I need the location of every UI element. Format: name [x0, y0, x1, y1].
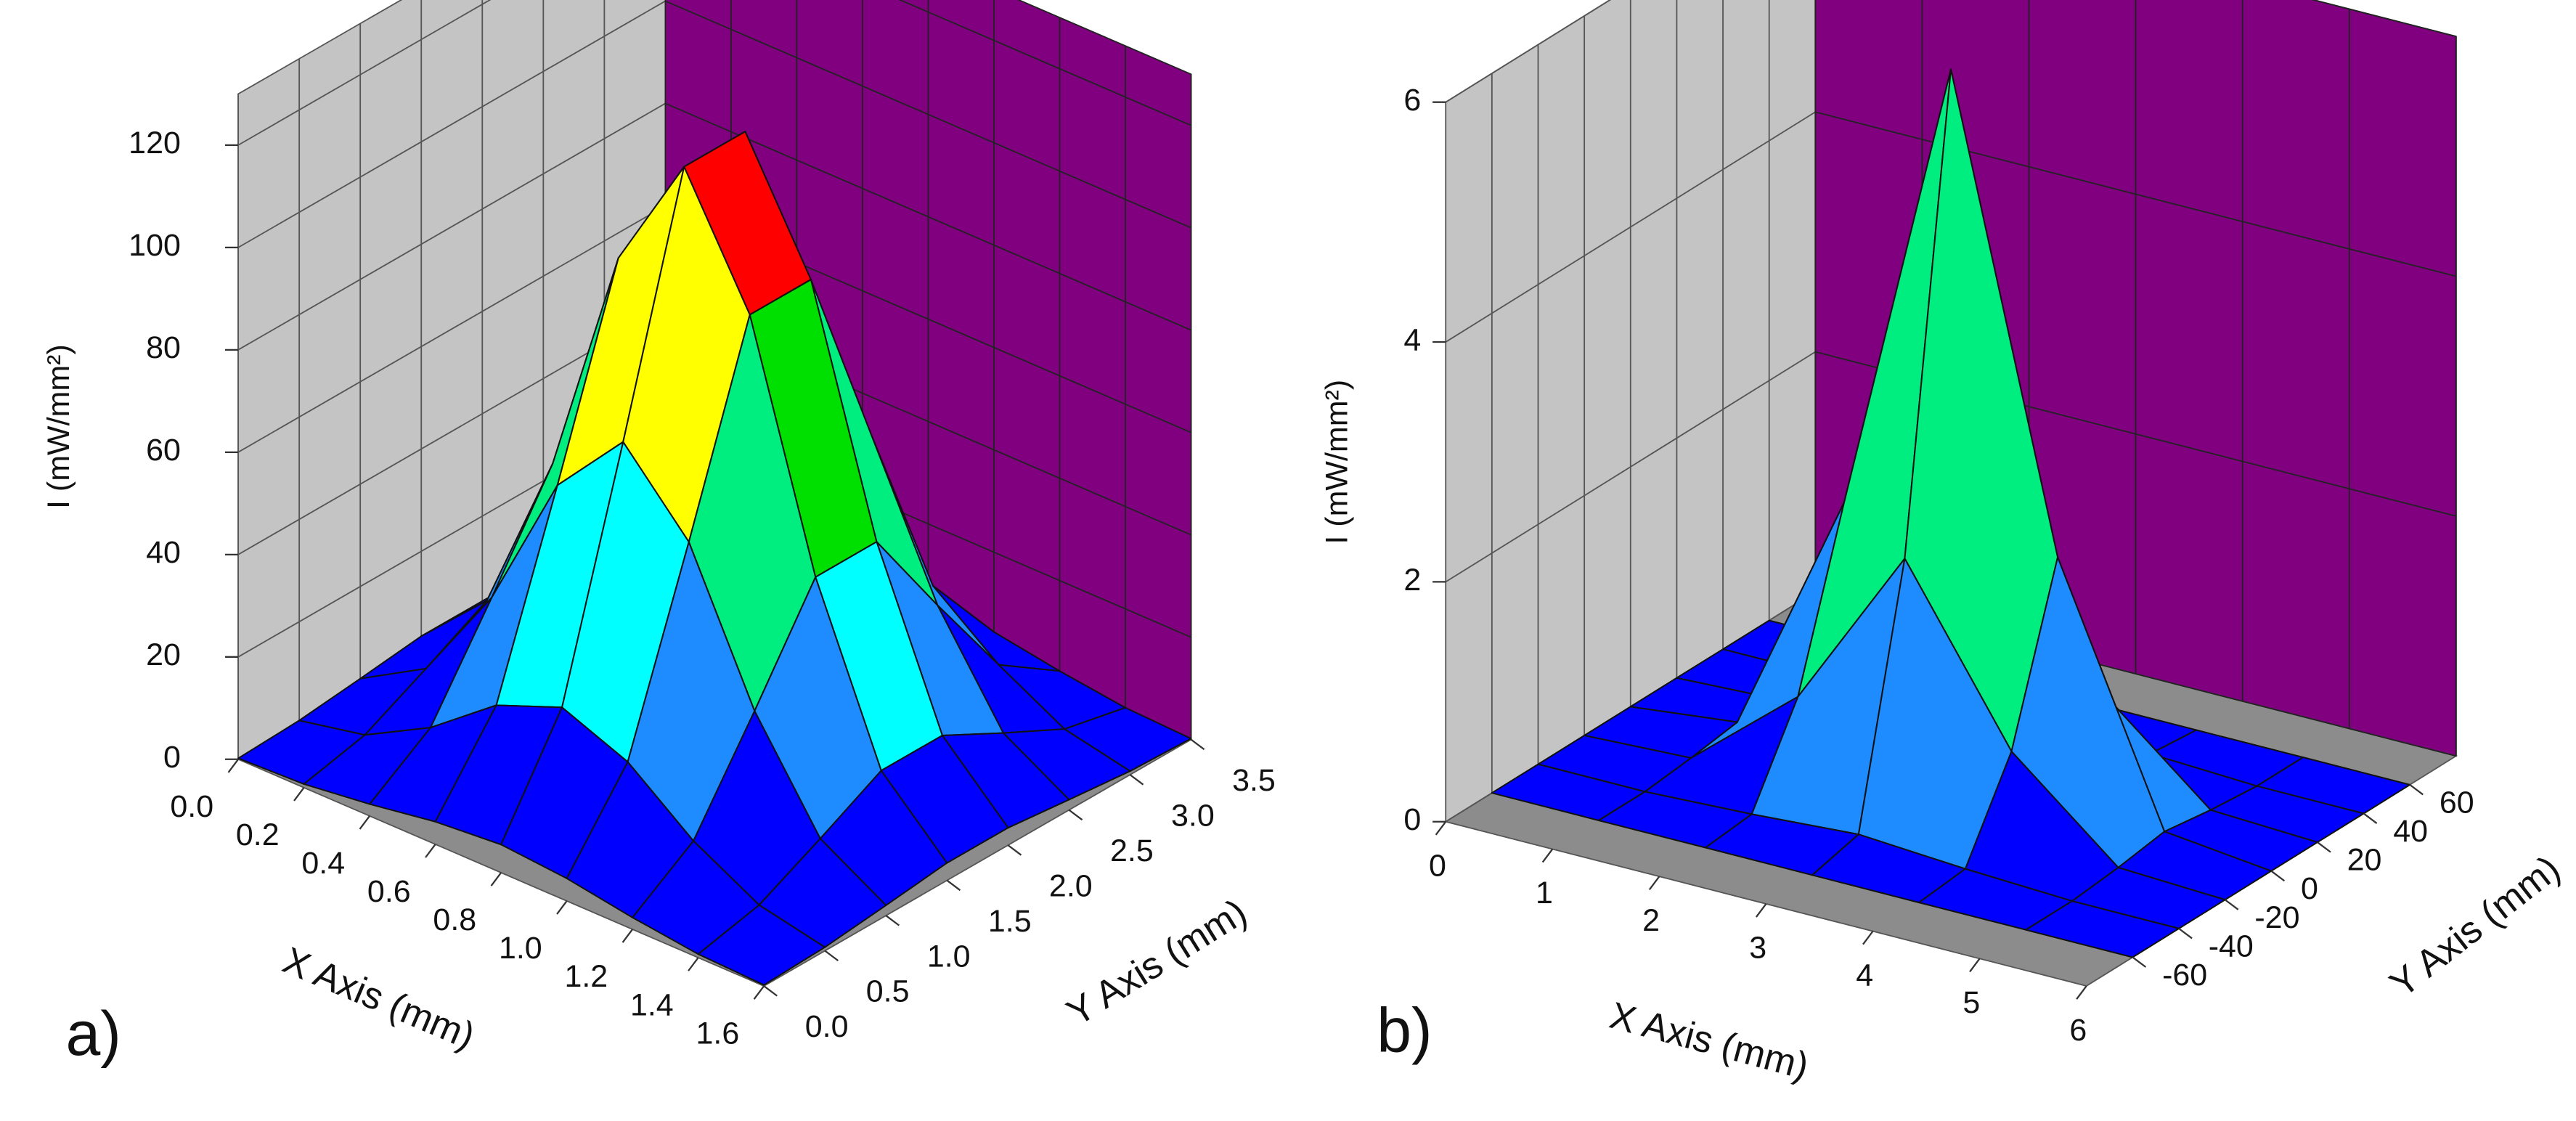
x-tick-label: 1.4: [630, 987, 674, 1022]
y-tick-label: 3.0: [1171, 798, 1215, 833]
grid-line: [237, 0, 492, 146]
y-tick-label: 2.5: [1110, 833, 1154, 868]
y-tick: [1068, 809, 1083, 821]
z-tick-label: 0: [1403, 802, 1421, 837]
x-tick-label: 0.4: [301, 846, 345, 881]
y-tick-label: 2.0: [1049, 868, 1093, 903]
x-tick: [556, 900, 568, 915]
z-tick-label: 4: [1403, 322, 1421, 357]
y-tick: [2409, 783, 2424, 796]
y-tick: [885, 915, 900, 926]
z-tick-label: 100: [129, 228, 181, 263]
x-tick-label: 0.6: [367, 874, 411, 909]
x-tick: [2076, 985, 2087, 1000]
y-tick: [2224, 899, 2239, 910]
z-axis-label: I (mW/mm²): [41, 344, 76, 509]
x-tick-label: 3: [1749, 931, 1766, 966]
grid-line: [237, 102, 666, 351]
x-tick-label: 4: [1856, 958, 1873, 992]
x-tick: [1969, 958, 1981, 973]
x-tick-label: 1: [1536, 876, 1553, 910]
x-tick: [1755, 903, 1767, 918]
z-tick-label: 20: [146, 637, 181, 672]
grid-line: [237, 0, 666, 248]
y-tick: [2132, 956, 2147, 968]
x-tick-label: 0.8: [433, 902, 476, 937]
y-tick-label: 20: [2347, 843, 2382, 878]
y-tick: [2178, 927, 2193, 939]
x-tick: [621, 929, 634, 943]
x-tick: [1648, 876, 1660, 890]
y-tick: [763, 985, 778, 997]
x-axis-label: X Axis (mm): [277, 939, 481, 1058]
y-tick: [2317, 841, 2331, 853]
z-tick-label: 2: [1403, 563, 1421, 598]
y-tick: [1190, 738, 1205, 751]
x-tick: [359, 815, 371, 830]
x-tick-label: 6: [2069, 1013, 2087, 1048]
z-tick-label: 40: [146, 535, 181, 570]
x-tick-label: 1.0: [499, 931, 542, 966]
y-tick: [2270, 870, 2286, 882]
y-tick-label: 0.0: [805, 1009, 849, 1044]
x-tick: [1435, 821, 1447, 836]
x-tick: [425, 844, 436, 858]
x-tick: [1862, 930, 1874, 945]
surface-cell: [697, 904, 826, 986]
z-tick-label: 80: [146, 330, 181, 365]
z-axis-label: I (mW/mm²): [1320, 380, 1355, 545]
x-tick: [688, 957, 699, 971]
x-tick: [1541, 848, 1554, 863]
y-tick-label: 1.0: [927, 939, 971, 974]
y-axis-label: Y Axis (mm): [1060, 891, 1255, 1034]
y-tick-label: -60: [2162, 958, 2207, 992]
x-axis-label: X Axis (mm): [1605, 995, 1813, 1088]
x-tick: [293, 787, 305, 802]
y-tick-label: 40: [2393, 814, 2428, 849]
x-tick-label: 5: [1962, 985, 1980, 1020]
z-tick-label: 60: [146, 433, 181, 468]
y-tick: [824, 950, 839, 962]
x-tick: [227, 759, 240, 773]
y-tick-label: 0: [2301, 871, 2318, 906]
z-tick-label: 120: [129, 126, 181, 160]
panel-label: b): [1377, 996, 1432, 1066]
y-tick-label: 0.5: [866, 974, 910, 1009]
y-tick-label: 3.5: [1232, 763, 1276, 798]
panel-label: a): [66, 999, 121, 1069]
y-tick-label: -20: [2254, 900, 2299, 935]
x-tick-label: 0.0: [170, 789, 213, 824]
y-tick: [2363, 812, 2378, 824]
y-tick-label: -40: [2209, 929, 2254, 963]
x-tick-label: 1.2: [564, 959, 608, 994]
x-tick-label: 0.2: [236, 818, 280, 852]
x-tick-label: 2: [1642, 903, 1660, 938]
grid-line: [1445, 0, 1612, 103]
y-tick: [946, 879, 961, 892]
x-tick: [753, 985, 765, 1000]
x-tick-label: 1.6: [696, 1016, 739, 1051]
y-tick-label: 1.5: [988, 904, 1032, 939]
grid-line: [237, 205, 666, 453]
z-tick-label: 6: [1403, 83, 1421, 118]
y-tick: [1129, 774, 1144, 786]
x-tick: [490, 872, 502, 886]
y-axis-label: Y Axis (mm): [2382, 847, 2568, 1006]
x-tick-label: 0: [1429, 848, 1446, 883]
z-tick-label: 0: [163, 740, 181, 775]
y-tick-label: 60: [2440, 785, 2474, 820]
y-tick: [1007, 844, 1022, 856]
